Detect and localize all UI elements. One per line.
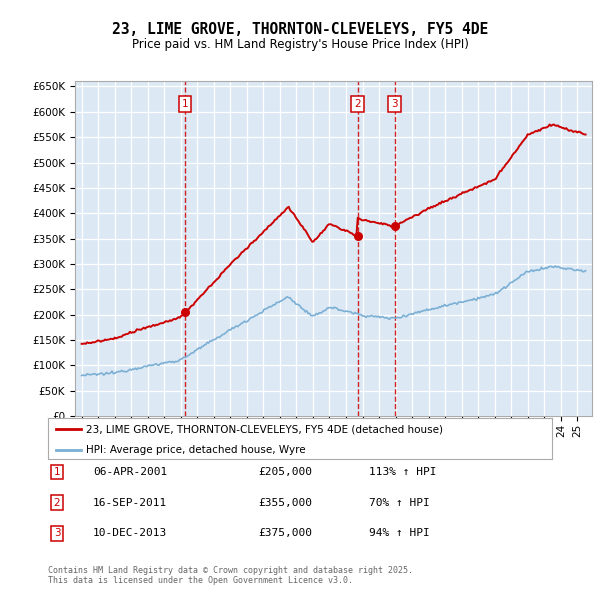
Text: 70% ↑ HPI: 70% ↑ HPI [369, 498, 430, 507]
Text: 2: 2 [355, 99, 361, 109]
Text: 2: 2 [53, 498, 61, 507]
Text: £355,000: £355,000 [258, 498, 312, 507]
Text: 113% ↑ HPI: 113% ↑ HPI [369, 467, 437, 477]
Text: 3: 3 [391, 99, 398, 109]
Text: 23, LIME GROVE, THORNTON-CLEVELEYS, FY5 4DE (detached house): 23, LIME GROVE, THORNTON-CLEVELEYS, FY5 … [86, 424, 443, 434]
Text: 3: 3 [53, 529, 61, 538]
Text: £375,000: £375,000 [258, 529, 312, 538]
Text: 10-DEC-2013: 10-DEC-2013 [93, 529, 167, 538]
Text: 06-APR-2001: 06-APR-2001 [93, 467, 167, 477]
Text: 94% ↑ HPI: 94% ↑ HPI [369, 529, 430, 538]
Text: Contains HM Land Registry data © Crown copyright and database right 2025.
This d: Contains HM Land Registry data © Crown c… [48, 566, 413, 585]
Text: 1: 1 [53, 467, 61, 477]
Text: 1: 1 [182, 99, 188, 109]
Text: 16-SEP-2011: 16-SEP-2011 [93, 498, 167, 507]
Text: 23, LIME GROVE, THORNTON-CLEVELEYS, FY5 4DE: 23, LIME GROVE, THORNTON-CLEVELEYS, FY5 … [112, 22, 488, 37]
Text: HPI: Average price, detached house, Wyre: HPI: Average price, detached house, Wyre [86, 445, 305, 455]
Text: Price paid vs. HM Land Registry's House Price Index (HPI): Price paid vs. HM Land Registry's House … [131, 38, 469, 51]
Text: £205,000: £205,000 [258, 467, 312, 477]
